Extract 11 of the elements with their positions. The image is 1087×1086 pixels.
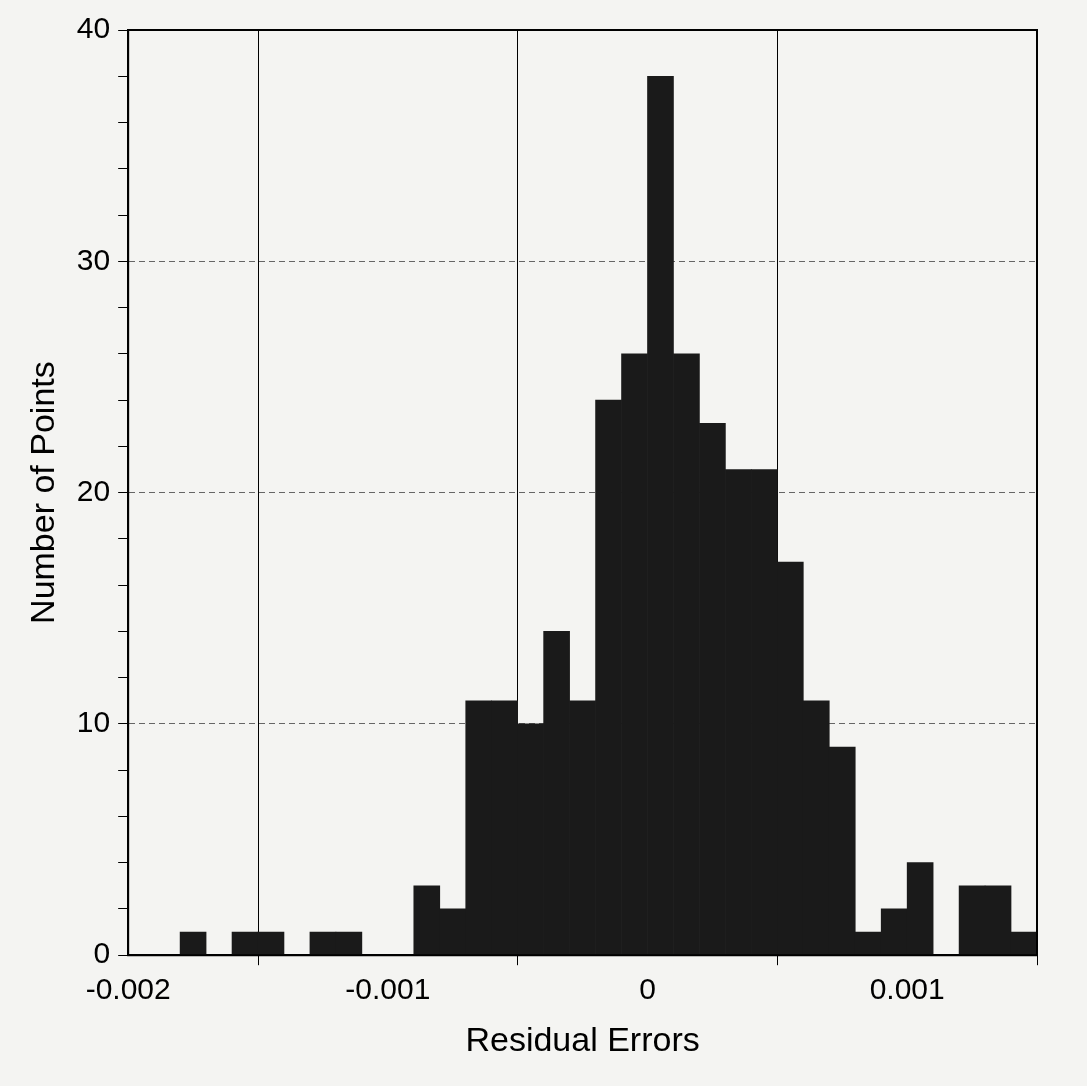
x-axis-title: Residual Errors bbox=[465, 1019, 700, 1058]
y-tick-label: 30 bbox=[76, 242, 111, 276]
x-tick-label: -0.001 bbox=[345, 972, 431, 1006]
x-tick-label: 0.001 bbox=[869, 972, 945, 1006]
y-tick-label: 10 bbox=[76, 705, 111, 739]
y-tick-label: 0 bbox=[93, 936, 111, 970]
x-tick-label: -0.002 bbox=[85, 972, 171, 1006]
x-tick-label: 0 bbox=[639, 972, 656, 1006]
y-tick-label: 40 bbox=[76, 11, 111, 45]
y-tick-label: 20 bbox=[76, 473, 111, 507]
y-axis-title: Number of Points bbox=[22, 361, 61, 624]
